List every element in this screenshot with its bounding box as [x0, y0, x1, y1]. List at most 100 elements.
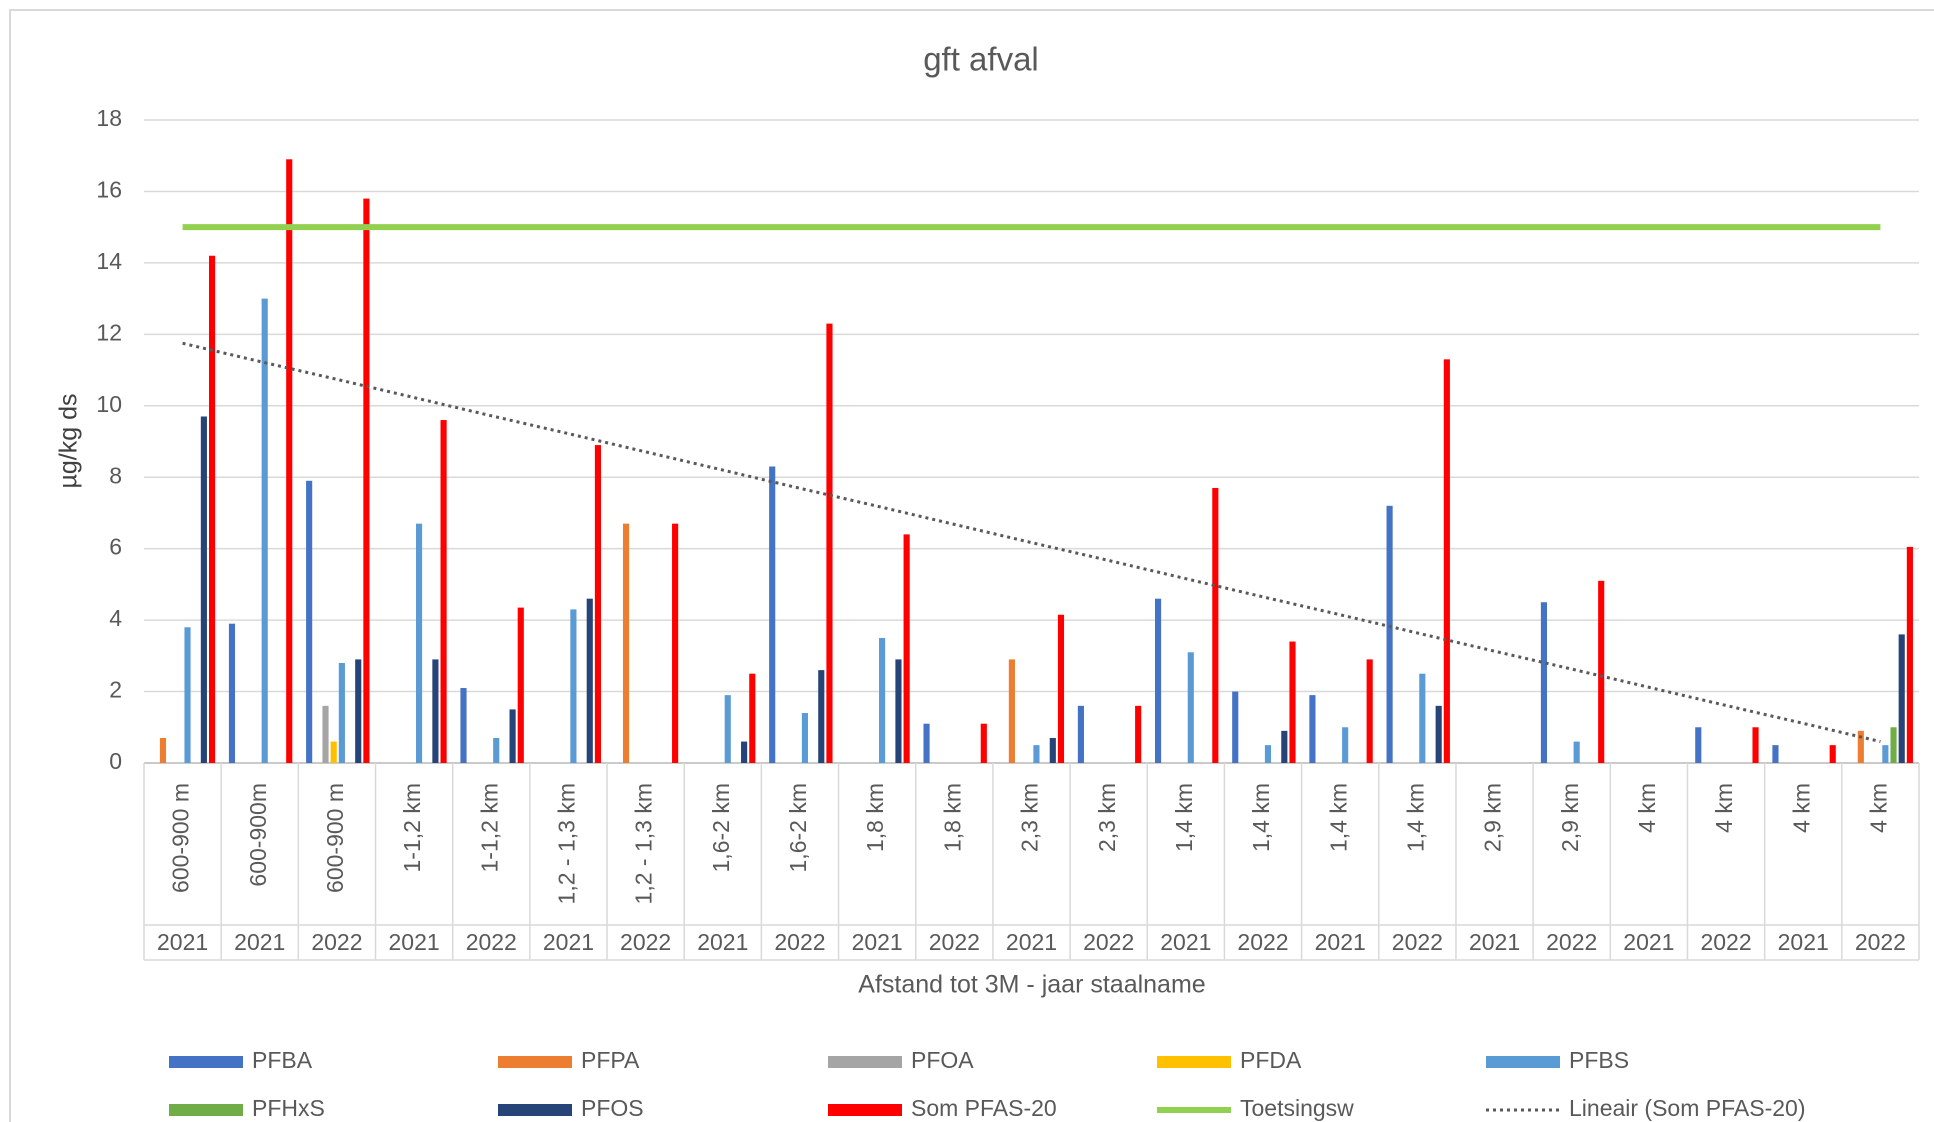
- x-tick-label: 1-1,2 km: [476, 783, 502, 872]
- x-group-label: 2021: [157, 929, 208, 955]
- bar: [1829, 745, 1836, 763]
- bar: [286, 159, 293, 764]
- y-tick-label: 8: [109, 462, 122, 488]
- y-tick-label: 0: [109, 748, 122, 774]
- bar: [586, 598, 593, 763]
- bar: [363, 198, 370, 764]
- bar: [818, 670, 825, 763]
- x-group-label: 2022: [1083, 929, 1134, 955]
- bar: [1772, 745, 1779, 763]
- x-group-label: 2021: [1160, 929, 1211, 955]
- x-tick-label: 1,6-2 km: [708, 783, 734, 872]
- chart-title: gft afval: [923, 41, 1039, 78]
- bar: [741, 741, 748, 763]
- bar: [415, 523, 423, 763]
- y-tick-label: 12: [96, 319, 122, 345]
- legend-label: PFBA: [252, 1047, 313, 1073]
- x-tick-label: 1,2 - 1,3 km: [554, 783, 580, 904]
- bar: [1077, 705, 1084, 763]
- y-tick-label: 2: [109, 677, 122, 703]
- bar: [228, 623, 236, 763]
- bar: [879, 637, 886, 763]
- x-group-label: 2021: [1778, 929, 1829, 955]
- bar: [330, 741, 337, 763]
- x-group-label: 2021: [1623, 929, 1674, 955]
- x-tick-label: 1,8 km: [862, 783, 888, 852]
- bar: [1906, 546, 1913, 763]
- x-tick-label: 4 km: [1865, 783, 1891, 833]
- legend-swatch: [498, 1104, 572, 1116]
- bar: [769, 466, 776, 763]
- legend-swatch: [828, 1056, 902, 1068]
- legend-label: PFOS: [581, 1095, 644, 1121]
- bar: [1598, 580, 1605, 763]
- bar: [338, 662, 345, 763]
- x-group-label: 2021: [389, 929, 440, 955]
- bar: [1419, 673, 1426, 763]
- bar: [1890, 727, 1897, 763]
- y-tick-label: 14: [96, 248, 122, 274]
- bar: [493, 737, 500, 763]
- bar: [355, 659, 362, 763]
- bar: [1212, 487, 1219, 763]
- chart-border: [9, 9, 1934, 1122]
- y-tick-label: 6: [109, 534, 122, 560]
- bar: [724, 695, 731, 763]
- x-group-label: 2022: [1392, 929, 1443, 955]
- legend-label: Som PFAS-20: [911, 1095, 1057, 1121]
- x-tick-label: 600-900 m: [168, 783, 194, 893]
- bar: [923, 723, 930, 763]
- bar: [801, 712, 808, 763]
- bar: [1049, 737, 1056, 763]
- x-tick-label: 1,6-2 km: [785, 783, 811, 872]
- bar: [322, 705, 329, 763]
- bar: [622, 523, 630, 763]
- x-group-label: 2022: [620, 929, 671, 955]
- y-axis-title: µg/kg ds: [55, 393, 83, 488]
- bar: [1264, 745, 1272, 763]
- x-tick-label: 1,4 km: [1402, 783, 1428, 852]
- legend-label: PFPA: [581, 1047, 640, 1073]
- bar: [1857, 730, 1864, 763]
- x-group-label: 2021: [697, 929, 748, 955]
- bar: [1573, 741, 1580, 763]
- bar: [980, 723, 987, 763]
- y-tick-label: 16: [96, 177, 122, 203]
- x-tick-label: 1,2 - 1,3 km: [631, 783, 657, 904]
- bar: [200, 416, 207, 763]
- bar: [509, 709, 516, 763]
- bar: [1033, 745, 1040, 763]
- bar: [1882, 745, 1889, 763]
- x-group-label: 2021: [1006, 929, 1057, 955]
- bar: [261, 298, 268, 763]
- bar: [903, 534, 910, 763]
- legend-label: PFDA: [1240, 1047, 1302, 1073]
- bar: [208, 255, 216, 763]
- x-group-label: 2022: [774, 929, 825, 955]
- x-group-label: 2021: [1315, 929, 1366, 955]
- bar: [1386, 505, 1393, 763]
- bar: [440, 420, 447, 763]
- x-group-label: 2022: [1700, 929, 1751, 955]
- legend-label: PFHxS: [252, 1095, 325, 1121]
- bar: [594, 445, 602, 763]
- bar: [570, 609, 577, 763]
- x-tick-label: 600-900 m: [322, 783, 348, 893]
- bar: [1752, 727, 1759, 763]
- legend-swatch: [1486, 1056, 1560, 1068]
- bar: [672, 523, 679, 763]
- bar: [895, 659, 902, 763]
- x-group-label: 2021: [1469, 929, 1520, 955]
- x-group-label: 2022: [1855, 929, 1906, 955]
- bar: [1366, 659, 1373, 763]
- bar: [1057, 614, 1065, 763]
- x-tick-label: 1,4 km: [1325, 783, 1351, 852]
- x-group-label: 2022: [466, 929, 517, 955]
- legend-label: Lineair (Som PFAS-20): [1569, 1095, 1805, 1121]
- x-tick-label: 600-900m: [245, 783, 271, 887]
- x-tick-label: 1,4 km: [1248, 783, 1274, 852]
- x-group-label: 2022: [311, 929, 362, 955]
- bar: [1435, 705, 1442, 763]
